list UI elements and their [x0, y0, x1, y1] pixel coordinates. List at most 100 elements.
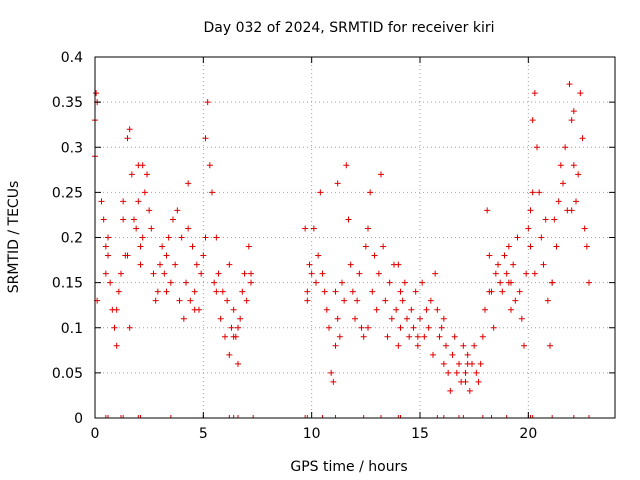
data-point — [464, 360, 471, 367]
data-point — [206, 162, 213, 169]
data-point — [176, 297, 183, 304]
data-point — [432, 270, 439, 277]
data-point — [235, 324, 241, 331]
data-point — [165, 234, 172, 241]
grid — [95, 57, 615, 418]
data-point — [167, 279, 174, 286]
data-point — [313, 279, 319, 286]
data-point — [477, 360, 484, 367]
data-point — [111, 324, 118, 331]
y-tick-label: 0.3 — [61, 140, 83, 156]
data-point — [462, 369, 469, 376]
data-point — [137, 261, 144, 268]
data-point — [436, 333, 443, 340]
data-point — [354, 297, 361, 304]
y-tick-label: 0 — [74, 411, 83, 427]
data-point — [583, 243, 590, 250]
data-point — [369, 288, 376, 295]
data-point — [562, 144, 569, 151]
data-point — [102, 243, 109, 250]
x-tick-label: 20 — [519, 426, 537, 442]
data-point — [440, 360, 447, 367]
data-point — [330, 378, 337, 385]
data-point — [326, 324, 332, 331]
data-point — [445, 369, 452, 376]
data-point — [447, 387, 454, 394]
data-point — [332, 288, 339, 295]
data-point — [248, 279, 254, 286]
data-point — [577, 90, 584, 97]
data-point — [378, 171, 384, 178]
data-point — [185, 180, 192, 187]
data-point — [141, 189, 148, 196]
data-point — [187, 297, 194, 304]
data-point — [382, 297, 389, 304]
data-point — [438, 324, 445, 331]
data-point — [347, 261, 354, 268]
data-point — [163, 252, 170, 259]
data-point — [183, 279, 189, 286]
data-point — [230, 333, 237, 340]
data-point — [466, 387, 473, 394]
data-point — [239, 288, 246, 295]
data-point — [521, 342, 527, 349]
data-point — [453, 369, 460, 376]
data-point — [152, 297, 159, 304]
data-point — [135, 162, 142, 169]
data-point — [189, 243, 196, 250]
data-point — [365, 324, 371, 331]
data-point — [586, 279, 592, 286]
data-point — [191, 306, 198, 313]
data-point — [304, 288, 311, 295]
data-point — [536, 189, 543, 196]
data-point — [417, 315, 423, 322]
data-point — [549, 279, 556, 286]
data-point — [557, 162, 564, 169]
data-point — [573, 198, 579, 205]
data-point — [484, 207, 491, 214]
data-point — [579, 135, 586, 142]
data-point — [113, 342, 120, 349]
data-point — [302, 225, 309, 232]
data-point — [135, 198, 142, 205]
data-points — [92, 81, 592, 394]
data-point — [193, 261, 200, 268]
data-point — [393, 306, 400, 313]
data-point — [525, 225, 532, 232]
data-point — [317, 189, 324, 196]
data-point — [373, 306, 380, 313]
data-point — [449, 351, 456, 358]
data-point — [490, 324, 497, 331]
data-point — [358, 324, 365, 331]
data-point — [126, 324, 133, 331]
data-point — [570, 162, 577, 169]
data-point — [161, 270, 168, 277]
y-tick-label: 0.05 — [52, 366, 83, 382]
data-point — [345, 216, 352, 223]
data-point — [527, 207, 534, 214]
data-point — [308, 270, 315, 277]
data-point — [148, 225, 155, 232]
data-point — [341, 297, 348, 304]
data-point — [321, 288, 328, 295]
data-point — [245, 243, 252, 250]
data-point — [174, 207, 181, 214]
data-point — [401, 279, 408, 286]
data-point — [131, 216, 137, 223]
data-point — [501, 252, 508, 259]
y-tick-label: 0.25 — [52, 185, 83, 201]
data-point — [443, 342, 449, 349]
data-point — [310, 225, 317, 232]
data-point — [380, 243, 387, 250]
x-axis-label: GPS time / hours — [290, 459, 407, 475]
data-point — [375, 270, 382, 277]
data-point — [139, 234, 146, 241]
data-point — [191, 288, 198, 295]
data-point — [575, 171, 582, 178]
data-point — [566, 81, 573, 88]
data-point — [352, 315, 358, 322]
data-point — [243, 297, 250, 304]
data-point — [235, 360, 241, 367]
data-point — [462, 378, 469, 385]
